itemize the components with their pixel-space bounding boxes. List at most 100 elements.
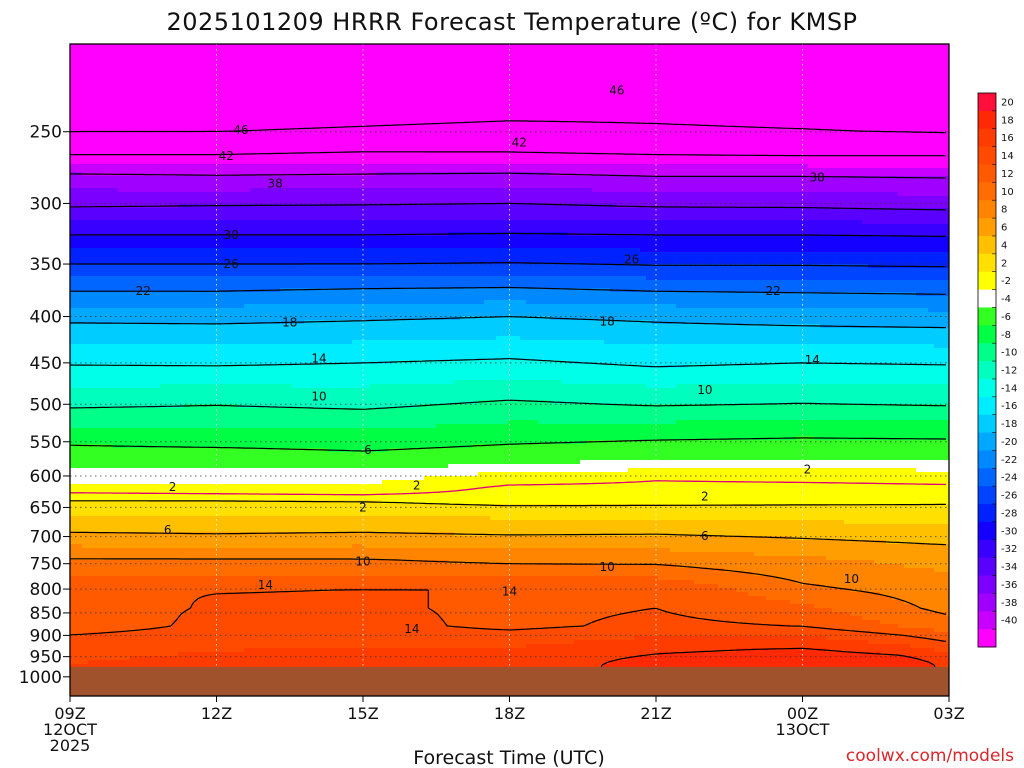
temperature-cell bbox=[856, 176, 863, 181]
temperature-cell bbox=[172, 108, 179, 113]
temperature-cell bbox=[172, 100, 179, 105]
temperature-cell bbox=[592, 92, 599, 97]
temperature-cell bbox=[556, 60, 563, 65]
temperature-cell bbox=[250, 88, 257, 93]
temperature-cell bbox=[358, 56, 365, 61]
temperature-cell bbox=[352, 96, 359, 101]
temperature-cell bbox=[556, 160, 563, 165]
temperature-cell bbox=[154, 104, 161, 109]
temperature-cell bbox=[940, 144, 947, 149]
temperature-cell bbox=[898, 68, 905, 73]
temperature-cell bbox=[166, 68, 173, 73]
temperature-cell bbox=[808, 108, 815, 113]
temperature-cell bbox=[496, 120, 503, 125]
temperature-cell bbox=[742, 88, 749, 93]
temperature-cell bbox=[880, 132, 887, 137]
temperature-cell bbox=[724, 64, 731, 69]
temperature-cell bbox=[916, 76, 923, 81]
temperature-cell bbox=[856, 96, 863, 101]
temperature-cell bbox=[610, 88, 617, 93]
temperature-cell bbox=[310, 76, 317, 81]
temperature-cell bbox=[796, 52, 803, 57]
temperature-cell bbox=[856, 132, 863, 137]
temperature-cell bbox=[154, 76, 161, 81]
temperature-cell bbox=[250, 120, 257, 125]
temperature-cell bbox=[304, 108, 311, 113]
temperature-cell bbox=[604, 148, 611, 153]
temperature-cell bbox=[292, 100, 299, 105]
temperature-cell bbox=[940, 120, 947, 125]
temperature-cell bbox=[136, 80, 143, 85]
temperature-cell bbox=[472, 92, 479, 97]
temperature-cell bbox=[574, 52, 581, 57]
temperature-cell bbox=[922, 100, 929, 105]
temperature-cell bbox=[412, 124, 419, 129]
temperature-cell bbox=[496, 164, 503, 169]
temperature-cell bbox=[904, 140, 911, 145]
temperature-cell bbox=[634, 148, 641, 153]
temperature-cell bbox=[496, 132, 503, 137]
temperature-cell bbox=[334, 108, 341, 113]
temperature-cell bbox=[136, 148, 143, 153]
temperature-cell bbox=[124, 140, 131, 145]
temperature-cell bbox=[826, 124, 833, 129]
temperature-cell bbox=[868, 108, 875, 113]
temperature-cell bbox=[178, 104, 185, 109]
temperature-cell bbox=[238, 80, 245, 85]
temperature-cell bbox=[880, 160, 887, 165]
temperature-cell bbox=[130, 88, 137, 93]
temperature-cell bbox=[88, 132, 95, 137]
temperature-cell bbox=[382, 52, 389, 57]
temperature-cell bbox=[124, 68, 131, 73]
temperature-cell bbox=[448, 144, 455, 149]
temperature-cell bbox=[238, 84, 245, 89]
temperature-cell bbox=[112, 64, 119, 69]
temperature-cell bbox=[448, 44, 455, 49]
temperature-cell bbox=[88, 76, 95, 81]
temperature-cell bbox=[376, 108, 383, 113]
temperature-cell bbox=[508, 108, 515, 113]
temperature-cell bbox=[460, 124, 467, 129]
temperature-cell bbox=[712, 60, 719, 65]
temperature-cell bbox=[190, 128, 197, 133]
temperature-cell bbox=[538, 160, 545, 165]
temperature-cell bbox=[706, 176, 713, 181]
temperature-cell bbox=[922, 92, 929, 97]
temperature-cell bbox=[706, 168, 713, 173]
temperature-cell bbox=[748, 80, 755, 85]
temperature-cell bbox=[802, 88, 809, 93]
temperature-cell bbox=[622, 56, 629, 61]
temperature-cell bbox=[190, 124, 197, 129]
temperature-cell bbox=[892, 60, 899, 65]
temperature-cell bbox=[886, 148, 893, 153]
temperature-cell bbox=[796, 92, 803, 97]
temperature-cell bbox=[694, 136, 701, 141]
temperature-cell bbox=[856, 64, 863, 69]
temperature-cell bbox=[586, 116, 593, 121]
temperature-cell bbox=[388, 136, 395, 141]
temperature-cell bbox=[772, 120, 779, 125]
temperature-cell bbox=[532, 128, 539, 133]
temperature-cell bbox=[898, 168, 905, 173]
temperature-cell bbox=[328, 64, 335, 69]
temperature-cell bbox=[382, 80, 389, 85]
temperature-cell bbox=[910, 88, 917, 93]
temperature-cell bbox=[556, 128, 563, 133]
temperature-cell bbox=[208, 92, 215, 97]
temperature-cell bbox=[304, 152, 311, 157]
temperature-cell bbox=[406, 52, 413, 57]
temperature-cell bbox=[334, 88, 341, 93]
temperature-cell bbox=[646, 44, 653, 49]
temperature-cell bbox=[190, 164, 197, 169]
temperature-cell bbox=[238, 44, 245, 49]
temperature-cell bbox=[448, 116, 455, 121]
temperature-cell bbox=[196, 148, 203, 153]
temperature-cell bbox=[844, 140, 851, 145]
temperature-cell bbox=[370, 156, 377, 161]
temperature-cell bbox=[70, 116, 77, 121]
temperature-cell bbox=[322, 160, 329, 165]
temperature-cell bbox=[388, 128, 395, 133]
temperature-cell bbox=[454, 104, 461, 109]
temperature-cell bbox=[400, 128, 407, 133]
temperature-cell bbox=[682, 128, 689, 133]
